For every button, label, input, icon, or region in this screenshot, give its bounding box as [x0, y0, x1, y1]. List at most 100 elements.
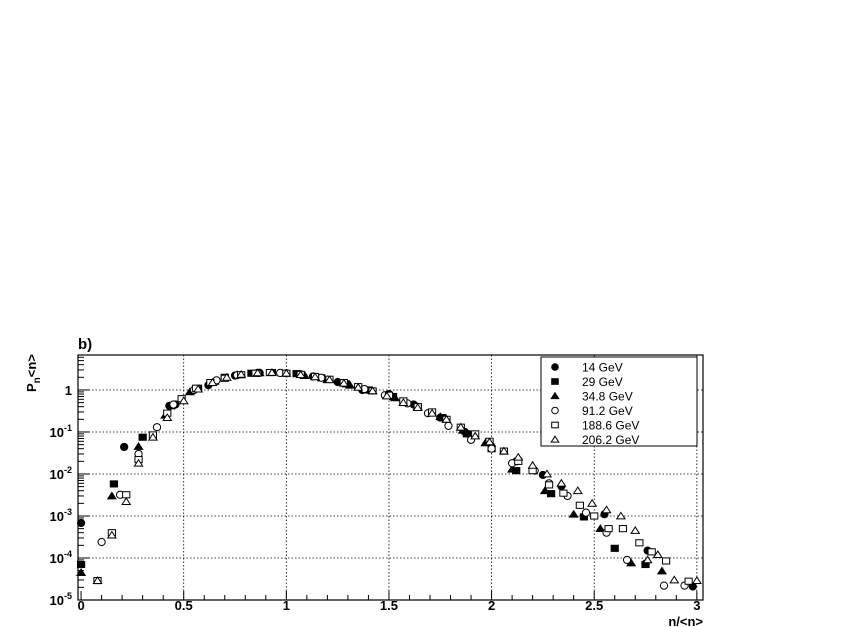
data-point: [133, 442, 144, 450]
data-point: [590, 512, 599, 520]
data-point: [656, 566, 668, 575]
data-point: [147, 432, 158, 441]
data-point: [581, 508, 591, 517]
data-point: [266, 368, 278, 376]
y-tick-base: 1: [65, 383, 72, 398]
data-point: [193, 384, 204, 393]
data-point: [642, 555, 653, 564]
y-tick-exponent: -2: [64, 465, 72, 475]
y-axis-label: Pn<n>: [24, 354, 43, 392]
grid: [78, 355, 703, 600]
data-point: [324, 375, 335, 384]
legend-label: 188.6 GeV: [582, 419, 639, 433]
data-point: [630, 526, 641, 534]
data-point: [587, 498, 598, 507]
data-point: [92, 576, 103, 584]
data-point: [507, 464, 518, 473]
data-point: [221, 372, 232, 381]
data-point: [618, 525, 628, 533]
y-tick-label: 10-5: [50, 591, 72, 608]
x-tick-label: 1.5: [380, 598, 398, 613]
y-tick-base: 10: [50, 509, 64, 524]
panel-label: b): [78, 336, 92, 353]
data-point: [615, 511, 626, 520]
data-point: [544, 481, 554, 489]
data-point: [120, 442, 129, 452]
data-point: [441, 414, 452, 423]
data-point: [513, 452, 524, 461]
data-point: [462, 430, 472, 438]
x-tick-label: 3: [693, 598, 700, 613]
data-point: [691, 576, 702, 584]
y-axis-label-main: P: [24, 383, 39, 392]
data-point: [122, 491, 131, 499]
data-point: [610, 544, 619, 552]
data-point: [498, 446, 509, 455]
legend-marker: [550, 391, 560, 400]
legend-label: 14 GeV: [582, 361, 623, 375]
legend-label: 206.2 GeV: [582, 433, 639, 447]
data-point: [556, 478, 567, 487]
y-tick-label: 10-2: [50, 465, 72, 482]
y-tick-exponent: -4: [64, 549, 72, 559]
legend-box: [540, 356, 698, 447]
y-tick-label: 10-4: [50, 549, 72, 566]
legend-marker: [551, 378, 559, 385]
y-tick-base: 10: [50, 467, 64, 482]
data-point: [106, 530, 117, 539]
y-tick-base: 10: [50, 425, 64, 440]
data-point: [162, 413, 173, 421]
legend-marker: [551, 406, 559, 415]
data-point: [138, 433, 147, 441]
data-point: [109, 480, 119, 488]
data-point: [381, 391, 392, 400]
data-point: [539, 486, 551, 495]
data-point: [310, 372, 321, 381]
data-point: [601, 505, 612, 514]
data-point: [97, 537, 106, 547]
data-point: [76, 518, 86, 528]
y-tick-exponent: -5: [64, 591, 72, 601]
x-axis-label: n/<n>: [668, 614, 703, 627]
x-tick-label: 2.5: [585, 598, 603, 613]
y-tick-label: 1: [65, 383, 72, 398]
data-point: [647, 548, 656, 556]
data-point: [661, 557, 671, 565]
data-point: [470, 431, 481, 440]
data-point: [252, 368, 263, 377]
data-point: [622, 555, 632, 565]
data-point: [669, 575, 680, 584]
y-tick-label: 10-3: [50, 507, 72, 524]
y-tick-exponent: -3: [64, 507, 72, 517]
data-point: [427, 408, 438, 417]
data-point: [527, 460, 538, 469]
data-point: [595, 524, 606, 533]
data-point: [178, 396, 189, 405]
data-point: [353, 382, 364, 391]
y-tick-base: 10: [50, 593, 64, 608]
data-point: [568, 509, 579, 518]
data-points: [76, 368, 702, 591]
data-point: [604, 525, 613, 533]
legend-marker: [551, 363, 559, 371]
data-point: [338, 378, 349, 387]
legend-label: 34.8 GeV: [582, 390, 633, 404]
data-point: [575, 501, 584, 509]
data-point: [152, 423, 162, 432]
y-tick-base: 10: [50, 551, 64, 566]
legend-label: 91.2 GeV: [582, 404, 633, 418]
data-point: [133, 458, 144, 467]
data-point: [367, 386, 378, 395]
data-point: [412, 403, 423, 412]
data-point: [106, 491, 117, 500]
axes: 0 0.5 1 1.5 2 2.5 310-510-410-310-210-11: [50, 354, 704, 613]
x-tick-label: 2: [488, 598, 495, 613]
data-point: [559, 489, 568, 497]
data-point: [76, 568, 87, 576]
x-tick-label: 1: [283, 598, 290, 613]
data-point: [444, 421, 453, 430]
data-point: [169, 400, 178, 409]
data-point: [572, 486, 583, 495]
data-point: [652, 550, 663, 559]
